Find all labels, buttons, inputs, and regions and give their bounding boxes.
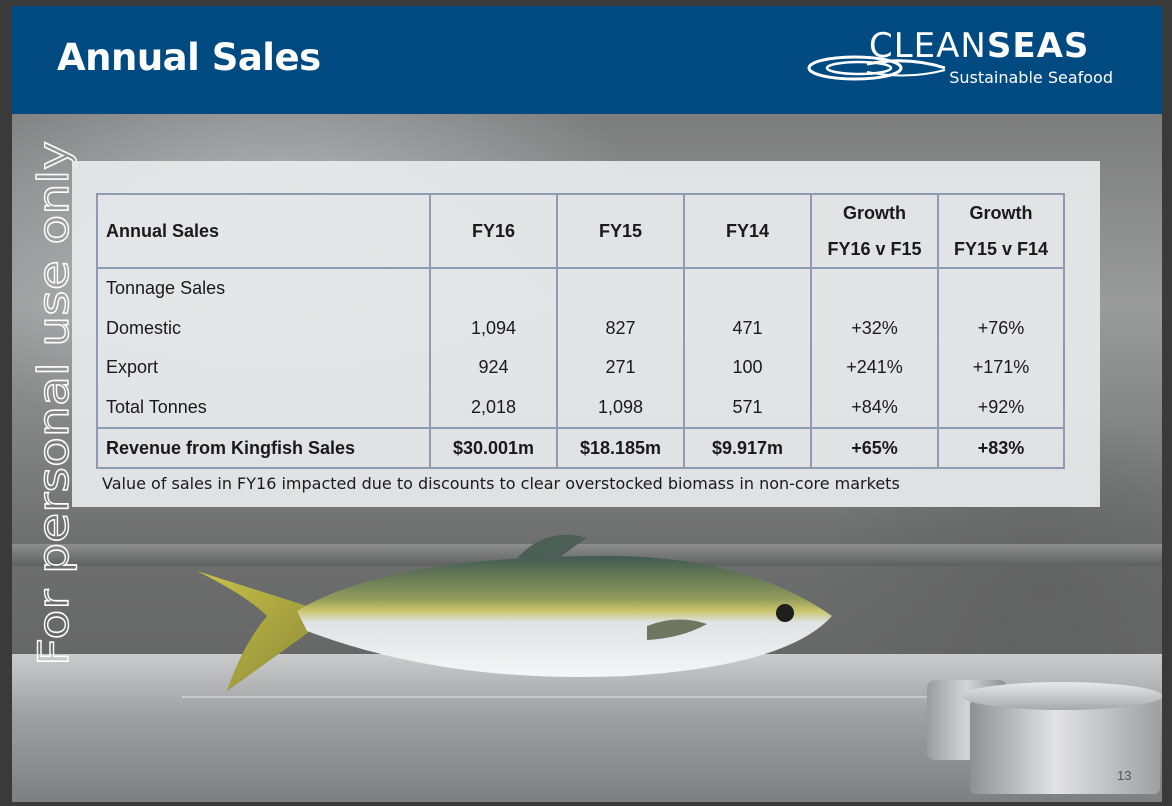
table-cell: 271 bbox=[556, 348, 685, 388]
revenue-total-row: Revenue from Kingfish Sales $30.001m $18… bbox=[96, 427, 1065, 469]
fish-dorsal-fin bbox=[517, 534, 587, 560]
table-header-row: Annual Sales FY16 FY15 FY14 Growth FY16 v… bbox=[96, 193, 1065, 269]
table-cell: +171% bbox=[937, 348, 1065, 388]
watermark: For personal use only bbox=[24, 138, 84, 668]
slide: Annual Sales CLEANSEAS Sustainable Seafo… bbox=[12, 6, 1162, 802]
table-cell: 2,018 bbox=[429, 387, 558, 428]
table-cell: $18.185m bbox=[556, 427, 685, 469]
page-number: 13 bbox=[1117, 768, 1132, 783]
fish-tail bbox=[197, 571, 317, 691]
cleanseas-logo: CLEANSEAS Sustainable Seafood bbox=[807, 26, 1117, 96]
sales-panel: Annual Sales FY16 FY15 FY14 Growth FY16 v… bbox=[72, 161, 1100, 507]
steel-pot bbox=[970, 694, 1160, 794]
table-cell: +76% bbox=[937, 308, 1065, 348]
watermark-text: For personal use only bbox=[29, 141, 78, 666]
table-row: Export 924 271 100 +241% +171% bbox=[96, 348, 1065, 388]
row-label: Tonnage Sales bbox=[96, 268, 431, 309]
table-cell: 924 bbox=[429, 348, 558, 388]
fish-eye bbox=[776, 604, 794, 622]
table-cell: +92% bbox=[937, 387, 1065, 428]
logo-word-light: CLEAN bbox=[869, 26, 987, 66]
sales-note: Value of sales in FY16 impacted due to d… bbox=[102, 474, 900, 493]
page-title: Annual Sales bbox=[57, 36, 321, 79]
table-cell: +32% bbox=[810, 308, 939, 348]
table-cell: +83% bbox=[937, 427, 1065, 469]
table-row: Tonnage Sales bbox=[96, 268, 1065, 309]
table-cell: 827 bbox=[556, 308, 685, 348]
header-cell: Annual Sales bbox=[96, 193, 431, 269]
table-row: Domestic 1,094 827 471 +32% +76% bbox=[96, 308, 1065, 348]
annual-sales-table: Annual Sales FY16 FY15 FY14 Growth FY16 v… bbox=[96, 193, 1065, 469]
header-cell: FY16 bbox=[429, 193, 558, 269]
logo-swoosh-icon bbox=[807, 55, 946, 81]
fish-pectoral-fin bbox=[647, 619, 707, 640]
table-cell: $9.917m bbox=[683, 427, 812, 469]
logo-tagline: Sustainable Seafood bbox=[949, 68, 1113, 87]
header-cell: FY15 bbox=[556, 193, 685, 269]
logo-word-bold: SEAS bbox=[986, 26, 1090, 66]
table-cell: +241% bbox=[810, 348, 939, 388]
table-cell: $30.001m bbox=[429, 427, 558, 469]
table-cell: 471 bbox=[683, 308, 812, 348]
fish-body bbox=[297, 556, 832, 678]
header-cell: FY14 bbox=[683, 193, 812, 269]
table-cell bbox=[683, 268, 812, 309]
kingfish-image bbox=[197, 534, 832, 691]
table-cell: 1,094 bbox=[429, 308, 558, 348]
row-label: Total Tonnes bbox=[96, 387, 431, 428]
header-cell: Growth FY15 v F14 bbox=[937, 193, 1065, 269]
table-cell bbox=[937, 268, 1065, 309]
table-cell: 1,098 bbox=[556, 387, 685, 428]
header-bar: Annual Sales CLEANSEAS Sustainable Seafo… bbox=[12, 6, 1162, 114]
table-cell: +65% bbox=[810, 427, 939, 469]
table-row: Total Tonnes 2,018 1,098 571 +84% +92% bbox=[96, 387, 1065, 428]
table-cell: +84% bbox=[810, 387, 939, 428]
row-label: Domestic bbox=[96, 308, 431, 348]
row-label: Revenue from Kingfish Sales bbox=[96, 427, 431, 469]
logo-wordmark: CLEANSEAS bbox=[869, 26, 1089, 66]
table-cell: 571 bbox=[683, 387, 812, 428]
row-label: Export bbox=[96, 348, 431, 388]
kitchen-shelf bbox=[12, 544, 1162, 566]
counter-edge bbox=[182, 696, 1022, 698]
table-cell bbox=[810, 268, 939, 309]
header-cell: Growth FY16 v F15 bbox=[810, 193, 939, 269]
table-cell bbox=[429, 268, 558, 309]
steel-pot-lid bbox=[962, 682, 1162, 710]
table-cell: 100 bbox=[683, 348, 812, 388]
table-cell bbox=[556, 268, 685, 309]
